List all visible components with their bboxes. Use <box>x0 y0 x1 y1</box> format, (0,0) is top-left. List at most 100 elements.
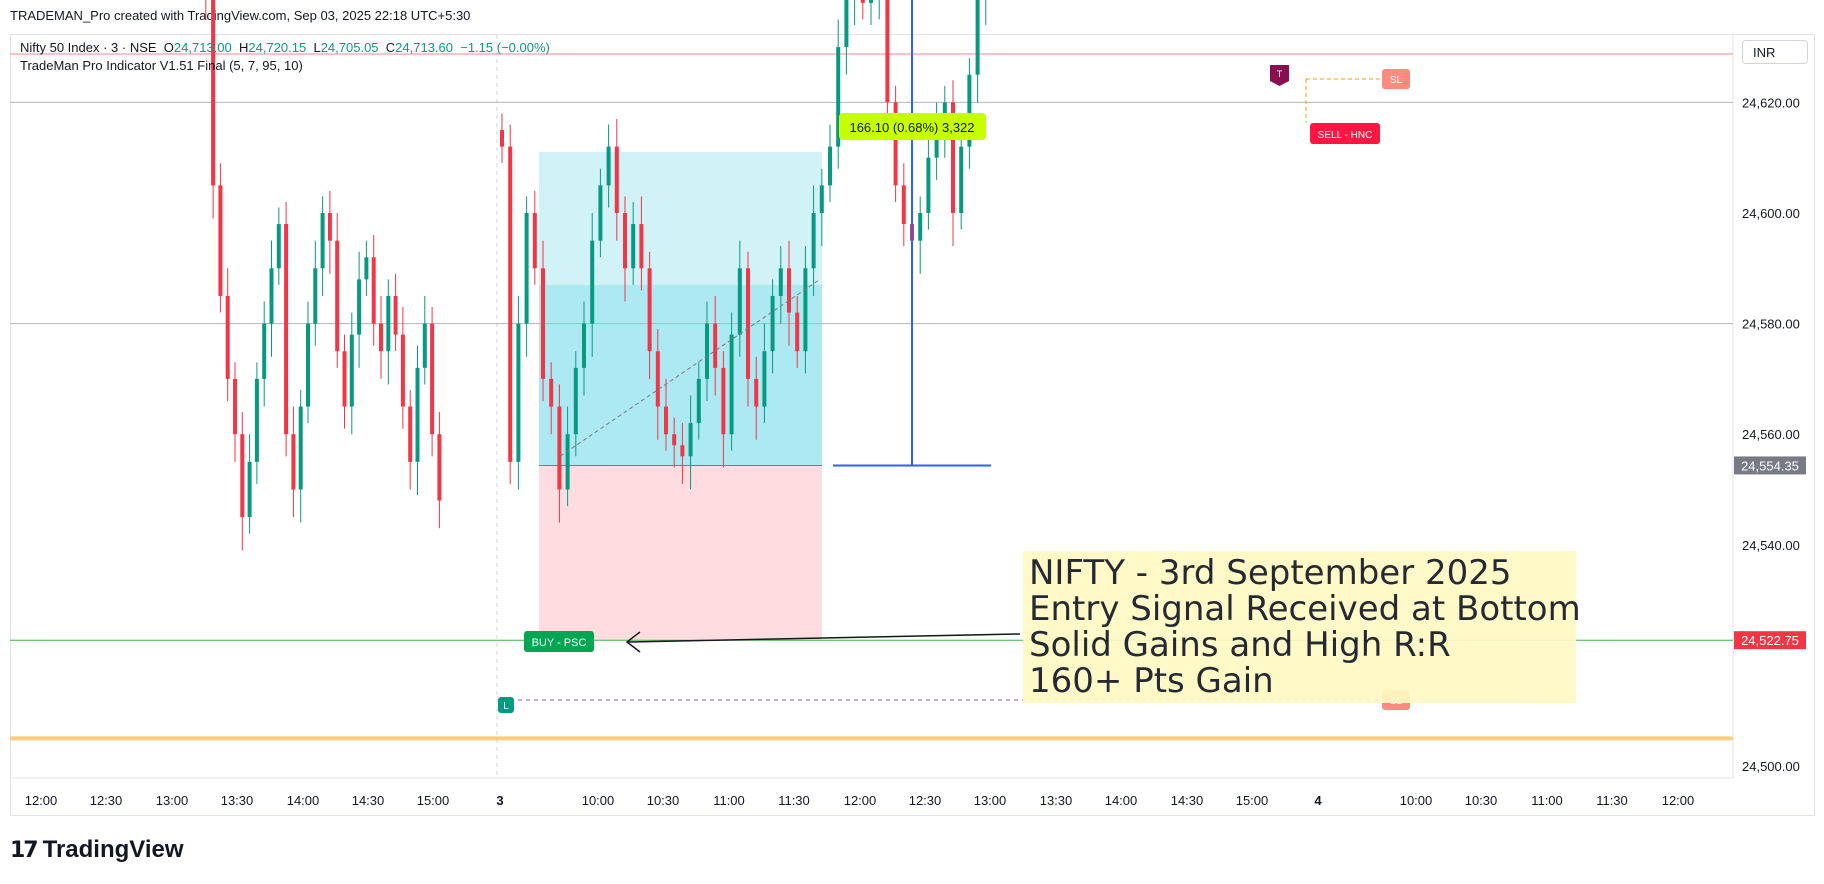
annotation-line-1: NIFTY - 3rd September 2025 <box>1029 553 1512 593</box>
price-axis: 24,740.0024,720.0024,700.0024,680.0024,6… <box>1734 95 1806 774</box>
annotation-arrow <box>627 633 1021 643</box>
candle-body <box>349 334 354 407</box>
price-tick-label: 24,500.00 <box>1742 759 1800 774</box>
candle-body <box>500 130 504 147</box>
candle-body <box>582 323 586 368</box>
time-tick-label: 4 <box>1314 793 1322 808</box>
price-tick-label: 24,620.00 <box>1742 95 1800 110</box>
candle-body <box>754 378 759 407</box>
measure-tool: 166.10 (0.68%) 3,322 <box>625 0 1021 653</box>
candle-body <box>655 351 660 407</box>
symbol-legend[interactable]: Nifty 50 Index · 3 · NSE O24,713.00 H24,… <box>20 40 550 55</box>
time-axis: 12:00 12:30 13:00 13:30 14:00 14:30 15:00 3 10:0… <box>25 793 1695 808</box>
candle-body <box>276 224 281 269</box>
candle-body <box>967 74 972 147</box>
candle-body <box>400 334 405 407</box>
trend-line <box>559 278 821 457</box>
candle-body <box>901 185 906 225</box>
candle-body <box>532 213 537 269</box>
time-tick-label: 14:00 <box>1105 793 1138 808</box>
time-tick-label: 10:00 <box>582 793 615 808</box>
measure-label-bg <box>839 113 986 140</box>
time-tick-label: 10:00 <box>1400 793 1433 808</box>
candle-body <box>327 213 332 241</box>
annotation-note[interactable]: NIFTY - 3rd September 2025 Entry Signal … <box>1023 551 1581 703</box>
candle-body <box>762 351 767 407</box>
candle-body <box>320 213 325 269</box>
open-label: O <box>163 40 174 55</box>
candle-body <box>828 146 832 186</box>
candle-body <box>688 423 693 457</box>
time-tick-label: 11:00 <box>713 793 745 808</box>
time-tick-label: 12:30 <box>909 793 942 808</box>
time-tick-label: 12:00 <box>25 793 58 808</box>
time-tick-label: 13:30 <box>221 793 254 808</box>
candle-body <box>606 146 611 186</box>
high-value: 24,720.15 <box>248 40 307 55</box>
candle-body <box>364 257 369 280</box>
candle-body <box>614 146 619 213</box>
candle-body <box>844 0 849 48</box>
time-tick-label: 15:00 <box>1236 793 1269 808</box>
time-tick-label: 3 <box>496 793 503 808</box>
annotation-line-4: 160+ Pts Gain <box>1029 661 1274 701</box>
candle-body <box>298 406 303 490</box>
tradingview-logo-mark: 17 <box>10 837 39 863</box>
candle-body <box>631 224 636 269</box>
open-value: 24,713.00 <box>173 40 232 55</box>
candle-body <box>729 334 734 435</box>
buy-signal-bg <box>524 631 594 652</box>
currency-selector[interactable]: INR <box>1742 40 1808 64</box>
candle-body <box>951 102 955 213</box>
sell-signal-label: SELL - HNC <box>1318 130 1373 141</box>
candle-body <box>696 378 701 424</box>
candle-body <box>836 47 841 147</box>
t-marker-label: T <box>1277 69 1283 79</box>
symbol-name: Nifty 50 Index · 3 · NSE <box>20 40 157 55</box>
candle-body <box>598 185 603 241</box>
time-tick-label: 13:30 <box>1040 793 1073 808</box>
annotation-arrowhead <box>625 631 641 653</box>
candle-body <box>787 268 791 313</box>
candle-body <box>269 268 274 324</box>
low-value: 24,705.05 <box>320 40 379 55</box>
price-tick-label: 24,540.00 <box>1742 538 1800 553</box>
tradingview-logo[interactable]: 17 TradingView <box>10 836 184 864</box>
candle-body <box>705 323 709 379</box>
t-marker-bg <box>1270 65 1289 86</box>
l-marker-bg <box>498 697 514 713</box>
candle-body <box>860 0 865 3</box>
tradingview-logo-text: TradingView <box>42 836 184 863</box>
candle-body <box>335 240 340 352</box>
candle-body <box>541 268 545 379</box>
candle-body <box>393 295 398 335</box>
close-value: 24,713.60 <box>395 40 454 55</box>
candle-body <box>218 185 223 296</box>
sl-top-bg <box>1382 69 1410 89</box>
candle-body <box>664 406 668 435</box>
candle-body <box>819 185 824 213</box>
time-tick-label: 11:30 <box>778 793 810 808</box>
price-axis-tag-label: 24,522.75 <box>1741 633 1799 648</box>
candle-body <box>869 0 873 3</box>
price-axis-tag <box>1734 456 1806 475</box>
candle-body <box>240 434 245 518</box>
candle-body <box>590 240 595 324</box>
candle-body <box>647 268 652 352</box>
time-tick-label: 14:30 <box>1171 793 1204 808</box>
time-tick-label: 12:00 <box>844 793 877 808</box>
candle-body <box>721 367 726 435</box>
candle-body <box>672 434 677 446</box>
candle-body <box>803 268 808 352</box>
candle-body <box>795 312 800 352</box>
indicator-legend[interactable]: TradeMan Pro Indicator V1.51 Final (5, 7… <box>20 58 303 73</box>
candle-body <box>959 146 964 213</box>
candle-body <box>211 0 216 186</box>
high-label: H <box>239 40 249 55</box>
candle-body <box>926 157 931 213</box>
candle-body <box>885 0 890 103</box>
time-tick-label: 13:00 <box>974 793 1007 808</box>
annotation-line-3: Solid Gains and High R:R <box>1029 625 1451 665</box>
